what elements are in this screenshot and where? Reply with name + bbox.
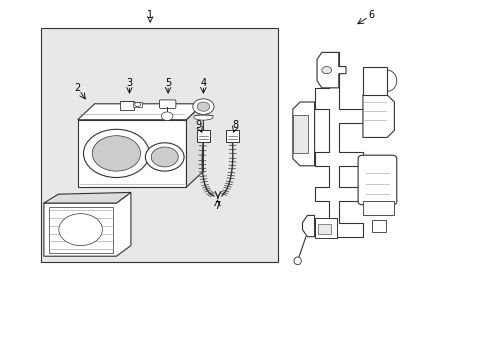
FancyBboxPatch shape: [314, 218, 336, 238]
FancyBboxPatch shape: [292, 115, 307, 153]
Ellipse shape: [193, 114, 213, 120]
Polygon shape: [186, 104, 203, 187]
Text: 8: 8: [232, 120, 238, 130]
Circle shape: [145, 143, 183, 171]
Polygon shape: [78, 120, 186, 187]
Text: 4: 4: [200, 77, 206, 87]
Circle shape: [59, 214, 102, 246]
Text: 5: 5: [164, 77, 171, 87]
Circle shape: [192, 99, 214, 114]
FancyBboxPatch shape: [159, 100, 176, 108]
FancyBboxPatch shape: [371, 220, 385, 232]
Polygon shape: [292, 102, 314, 166]
Circle shape: [135, 102, 140, 107]
Polygon shape: [362, 67, 386, 95]
Circle shape: [197, 102, 209, 111]
FancyBboxPatch shape: [196, 130, 210, 142]
FancyBboxPatch shape: [41, 28, 278, 261]
FancyBboxPatch shape: [120, 100, 134, 110]
Circle shape: [151, 147, 178, 167]
Polygon shape: [49, 207, 113, 253]
Circle shape: [321, 67, 331, 74]
Text: 7: 7: [214, 201, 220, 211]
Circle shape: [92, 136, 140, 171]
Text: 3: 3: [126, 77, 132, 87]
Polygon shape: [44, 192, 131, 256]
FancyBboxPatch shape: [225, 130, 239, 142]
Circle shape: [83, 129, 149, 177]
Polygon shape: [44, 192, 131, 203]
Polygon shape: [78, 104, 203, 120]
Polygon shape: [362, 95, 393, 138]
Polygon shape: [362, 201, 393, 215]
Text: 6: 6: [367, 10, 373, 20]
FancyBboxPatch shape: [133, 102, 142, 107]
Polygon shape: [302, 215, 314, 237]
Ellipse shape: [293, 257, 301, 265]
Polygon shape: [316, 53, 346, 88]
FancyBboxPatch shape: [317, 224, 330, 234]
Text: 9: 9: [195, 120, 201, 130]
FancyBboxPatch shape: [357, 155, 396, 205]
Polygon shape: [314, 53, 362, 237]
Text: 1: 1: [147, 10, 153, 20]
Circle shape: [161, 112, 173, 121]
Text: 2: 2: [75, 83, 81, 93]
